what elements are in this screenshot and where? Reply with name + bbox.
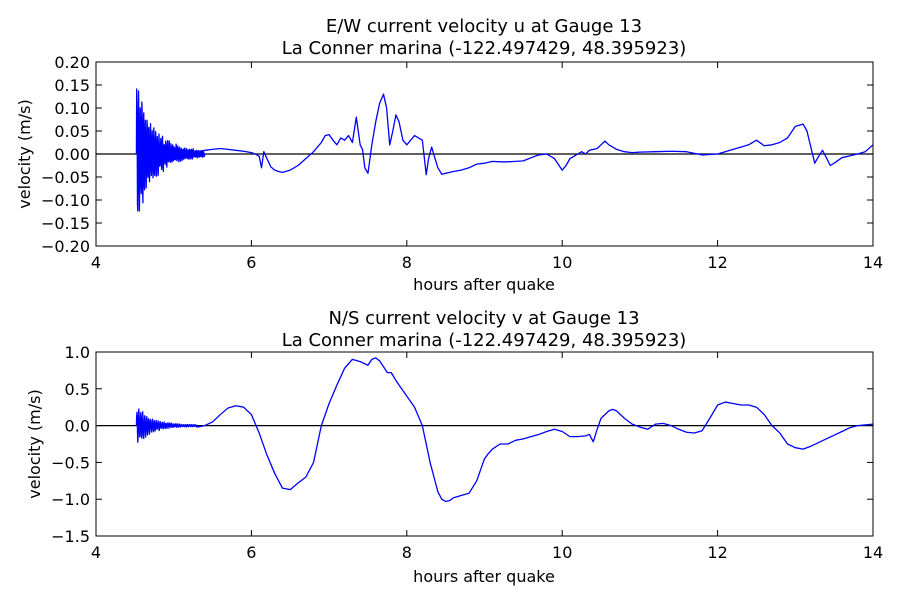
x-tick-label: 14 bbox=[863, 253, 883, 272]
series-line bbox=[135, 357, 874, 503]
x-tick-label: 10 bbox=[552, 543, 572, 562]
tick-group: 4 6 8 10 12 14 −0.20 −0.15 −0.10 −0.05 0.00 0.05 0.1… bbox=[41, 53, 883, 272]
series-group bbox=[96, 88, 874, 212]
chart-title: E/W current velocity u at Gauge 13 bbox=[326, 16, 642, 37]
y-tick-label: 1.0 bbox=[65, 343, 90, 362]
y-tick-label: −1.5 bbox=[51, 527, 90, 546]
x-tick-label: 12 bbox=[707, 253, 727, 272]
x-tick-label: 14 bbox=[863, 543, 883, 562]
y-axis-label: velocity (m/s) bbox=[25, 389, 44, 498]
x-tick-label: 8 bbox=[402, 253, 412, 272]
y-tick-label: −0.5 bbox=[51, 453, 90, 472]
y-tick-label: 0.20 bbox=[54, 53, 90, 72]
chart-title: N/S current velocity v at Gauge 13 bbox=[328, 308, 639, 329]
x-tick-label: 4 bbox=[91, 543, 101, 562]
y-tick-label: 0.05 bbox=[54, 122, 90, 141]
plot-frame bbox=[95, 61, 874, 247]
y-tick-label: −0.05 bbox=[41, 168, 90, 187]
x-axis-label: hours after quake bbox=[413, 567, 555, 586]
series-group bbox=[96, 357, 874, 503]
x-tick-label: 6 bbox=[246, 543, 256, 562]
y-axis-label: velocity (m/s) bbox=[15, 99, 34, 208]
x-tick-label: 12 bbox=[707, 543, 727, 562]
x-tick-label: 6 bbox=[246, 253, 256, 272]
y-tick-label: 0.10 bbox=[54, 99, 90, 118]
y-tick-label: 0.00 bbox=[54, 145, 90, 164]
y-tick-label: 0.0 bbox=[65, 417, 90, 436]
chart-subtitle: La Conner marina (-122.497429, 48.395923… bbox=[282, 330, 687, 351]
x-tick-label: 8 bbox=[402, 543, 412, 562]
tick-group: 4 6 8 10 12 14 −1.5 −1.0 −0.5 0.0 0.5 1.0 bbox=[51, 343, 883, 562]
chart-subtitle: La Conner marina (-122.497429, 48.395923… bbox=[282, 38, 687, 59]
y-tick-label: 0.15 bbox=[54, 76, 90, 95]
y-tick-label: −0.15 bbox=[41, 214, 90, 233]
series-line bbox=[135, 88, 874, 212]
x-tick-label: 4 bbox=[91, 253, 101, 272]
y-tick-label: 0.5 bbox=[65, 380, 90, 399]
plot-frame bbox=[95, 351, 874, 537]
y-tick-label: −0.10 bbox=[41, 191, 90, 210]
x-axis-label: hours after quake bbox=[413, 275, 555, 294]
chart-ew-velocity: E/W current velocity u at Gauge 13 La Co… bbox=[15, 16, 883, 294]
y-tick-label: −1.0 bbox=[51, 490, 90, 509]
y-tick-label: −0.20 bbox=[41, 237, 90, 256]
x-tick-label: 10 bbox=[552, 253, 572, 272]
chart-ns-velocity: N/S current velocity v at Gauge 13 La Co… bbox=[25, 308, 883, 586]
